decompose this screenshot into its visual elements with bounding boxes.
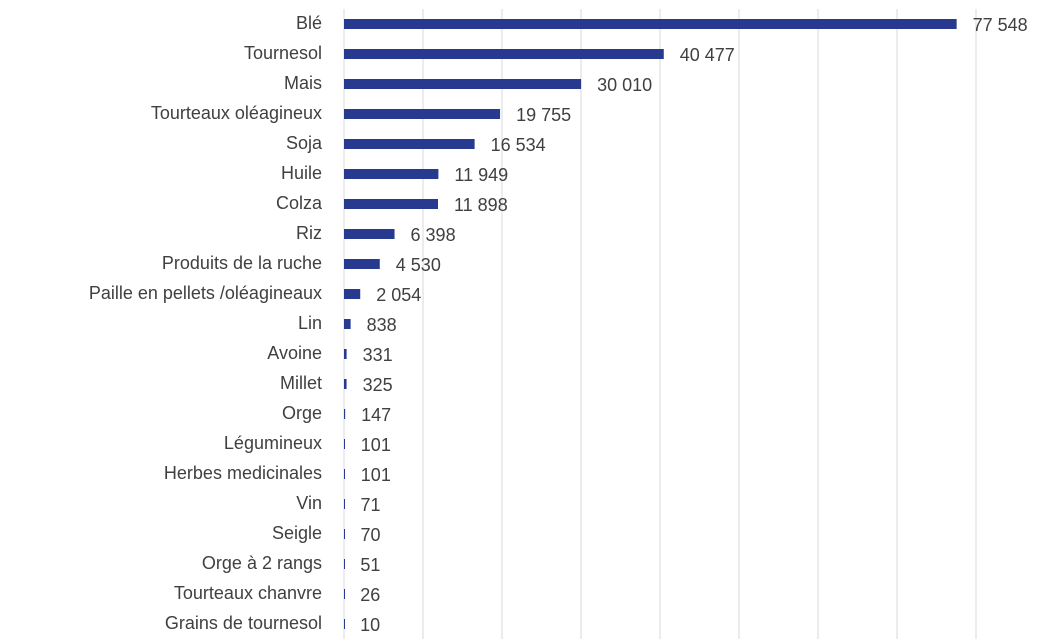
y-tick-label: Colza (276, 193, 323, 213)
bar (344, 559, 345, 569)
y-tick-label: Tourteaux chanvre (174, 583, 322, 603)
y-tick-label: Tourteaux oléagineux (151, 103, 322, 123)
y-tick-label: Seigle (272, 523, 322, 543)
value-label: 6 398 (411, 225, 456, 245)
bar (344, 139, 475, 149)
bar (344, 409, 346, 419)
bar (344, 289, 361, 299)
value-label: 2 054 (376, 285, 421, 305)
bar (344, 259, 380, 269)
value-label: 101 (361, 465, 391, 485)
y-tick-label: Orge (282, 403, 322, 423)
y-tick-label: Millet (280, 373, 322, 393)
value-label: 11 949 (454, 165, 508, 185)
bar (344, 319, 351, 329)
y-tick-label: Mais (284, 73, 322, 93)
value-label: 325 (363, 375, 393, 395)
bar (344, 589, 345, 599)
y-tick-label: Lin (298, 313, 322, 333)
value-label: 16 534 (491, 135, 546, 155)
y-tick-label: Huile (281, 163, 322, 183)
value-label: 331 (363, 345, 393, 365)
y-tick-label: Légumineux (224, 433, 322, 453)
y-tick-label: Tournesol (244, 43, 322, 63)
bar (344, 109, 501, 119)
bar (344, 499, 345, 509)
value-label: 19 755 (516, 105, 571, 125)
bar (344, 619, 345, 629)
value-label: 51 (360, 555, 380, 575)
bar (344, 529, 345, 539)
y-tick-label: Paille en pellets /oléagineaux (89, 283, 322, 303)
bar (344, 439, 345, 449)
y-tick-label: Avoine (267, 343, 322, 363)
value-label: 147 (361, 405, 391, 425)
bar (344, 79, 582, 89)
bar (344, 49, 664, 59)
y-tick-label: Soja (286, 133, 323, 153)
value-label: 40 477 (680, 45, 735, 65)
value-label: 30 010 (597, 75, 652, 95)
value-label: 11 898 (454, 195, 508, 215)
y-tick-label: Produits de la ruche (162, 253, 322, 273)
y-tick-label: Blé (296, 13, 322, 33)
y-tick-label: Herbes medicinales (164, 463, 322, 483)
value-label: 71 (361, 495, 381, 515)
value-label: 838 (367, 315, 397, 335)
value-label: 26 (360, 585, 380, 605)
bar (344, 19, 957, 29)
value-label: 70 (361, 525, 381, 545)
y-tick-label: Orge à 2 rangs (202, 553, 322, 573)
value-label: 4 530 (396, 255, 441, 275)
bar (344, 229, 395, 239)
value-label: 10 (360, 615, 380, 635)
value-label: 77 548 (973, 15, 1028, 35)
bar (344, 469, 345, 479)
bar (344, 169, 439, 179)
bar (344, 379, 347, 389)
y-tick-label: Riz (296, 223, 322, 243)
y-tick-label: Grains de tournesol (165, 613, 322, 633)
bar (344, 349, 347, 359)
value-label: 101 (361, 435, 391, 455)
y-tick-label: Vin (296, 493, 322, 513)
bar (344, 199, 438, 209)
